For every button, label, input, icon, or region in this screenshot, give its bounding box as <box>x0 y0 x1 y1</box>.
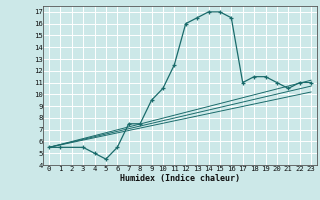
X-axis label: Humidex (Indice chaleur): Humidex (Indice chaleur) <box>120 174 240 183</box>
